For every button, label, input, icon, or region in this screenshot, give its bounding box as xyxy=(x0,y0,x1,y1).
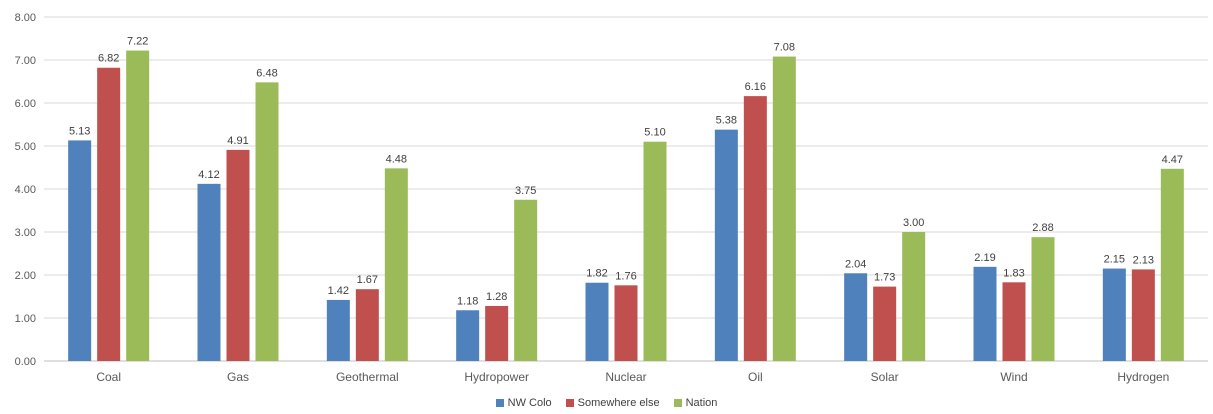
data-label: 6.82 xyxy=(98,53,119,65)
data-label: 6.48 xyxy=(256,67,277,79)
bar xyxy=(743,96,767,362)
data-label: 2.88 xyxy=(1032,222,1053,234)
bar xyxy=(226,149,250,361)
data-label: 1.42 xyxy=(328,285,349,297)
bar xyxy=(973,266,997,361)
y-tick-label: 7.00 xyxy=(15,55,36,67)
data-label: 2.13 xyxy=(1133,254,1154,266)
bar xyxy=(456,310,480,361)
y-tick-label: 1.00 xyxy=(15,313,36,325)
data-label: 3.00 xyxy=(903,217,924,229)
data-label: 1.18 xyxy=(457,295,478,307)
data-label: 1.73 xyxy=(874,272,895,284)
bar xyxy=(514,199,538,361)
bar xyxy=(844,273,868,361)
data-labels: 5.13 6.82 7.22 4.12 4.91 6.48 1.42 1.67 4.48 1.18… xyxy=(69,36,1183,308)
data-label: 5.38 xyxy=(716,115,737,127)
bar xyxy=(585,282,609,361)
y-tick-label: 8.00 xyxy=(15,12,36,24)
x-tick-label: Gas xyxy=(227,370,249,384)
legend-item: Nation xyxy=(673,397,718,409)
bar xyxy=(97,67,121,362)
data-label: 1.28 xyxy=(486,291,507,303)
x-tick-label: Wind xyxy=(1000,370,1027,384)
x-axis: Coal Gas Geothermal Hydropower Nuclear Oil Sol… xyxy=(96,370,1169,384)
data-label: 1.67 xyxy=(357,274,378,286)
x-tick-label: Hydropower xyxy=(464,370,529,384)
legend-swatch xyxy=(673,399,682,407)
bar xyxy=(1160,168,1184,361)
data-label: 4.48 xyxy=(386,153,407,165)
y-axis: 0.00 1.00 2.00 3.00 4.00 5.00 6.00 7.00 8.00 xyxy=(15,12,36,368)
bar xyxy=(1002,282,1026,361)
data-label: 4.47 xyxy=(1162,154,1183,166)
y-tick-label: 2.00 xyxy=(15,270,36,282)
y-tick-label: 4.00 xyxy=(15,184,36,196)
x-tick-label: Nuclear xyxy=(605,370,646,384)
x-tick-label: Solar xyxy=(871,370,899,384)
bar xyxy=(384,168,408,361)
bar-chart: 0.00 1.00 2.00 3.00 4.00 5.00 6.00 7.00 8.00 5.1… xyxy=(15,12,1208,384)
bar xyxy=(1031,237,1055,361)
y-tick-label: 6.00 xyxy=(15,98,36,110)
data-label: 7.08 xyxy=(774,42,795,54)
bar xyxy=(126,50,150,361)
x-tick-label: Coal xyxy=(96,370,121,384)
bar xyxy=(643,141,667,361)
bar xyxy=(485,305,509,361)
legend-item: Somewhere else xyxy=(565,397,660,409)
data-label: 7.22 xyxy=(127,36,148,48)
data-label: 2.19 xyxy=(974,252,995,264)
bar xyxy=(1131,269,1155,361)
bar xyxy=(614,285,638,361)
bar xyxy=(714,129,738,361)
bar xyxy=(1102,268,1126,361)
legend-swatch xyxy=(495,399,504,407)
bar xyxy=(255,82,279,362)
data-label: 4.91 xyxy=(227,135,248,147)
x-tick-label: Geothermal xyxy=(336,370,399,384)
bar xyxy=(873,286,897,361)
legend-swatch xyxy=(565,399,574,407)
data-label: 2.04 xyxy=(845,258,866,270)
bar xyxy=(772,56,796,362)
bars xyxy=(68,50,1184,362)
data-label: 1.82 xyxy=(586,268,607,280)
data-label: 6.16 xyxy=(745,81,766,93)
y-tick-label: 5.00 xyxy=(15,141,36,153)
legend-label: NW Colo xyxy=(507,397,552,409)
bar xyxy=(197,183,221,361)
legend-label: Nation xyxy=(685,397,718,409)
data-label: 3.75 xyxy=(515,185,536,197)
bar xyxy=(326,299,350,361)
legend-item: NW Colo xyxy=(495,397,552,409)
legend: NW Colo Somewhere else Nation xyxy=(0,397,1213,409)
x-tick-label: Oil xyxy=(748,370,763,384)
data-label: 5.10 xyxy=(644,127,665,139)
y-tick-label: 0.00 xyxy=(15,356,36,368)
x-tick-label: Hydrogen xyxy=(1117,370,1169,384)
data-label: 1.76 xyxy=(615,270,636,282)
bar xyxy=(902,232,926,361)
bar xyxy=(355,289,379,361)
legend-label: Somewhere else xyxy=(577,397,660,409)
data-label: 1.83 xyxy=(1003,267,1024,279)
bar xyxy=(68,140,92,361)
y-tick-label: 3.00 xyxy=(15,227,36,239)
data-label: 5.13 xyxy=(69,125,90,137)
data-label: 2.15 xyxy=(1104,254,1125,266)
data-label: 4.12 xyxy=(198,169,219,181)
